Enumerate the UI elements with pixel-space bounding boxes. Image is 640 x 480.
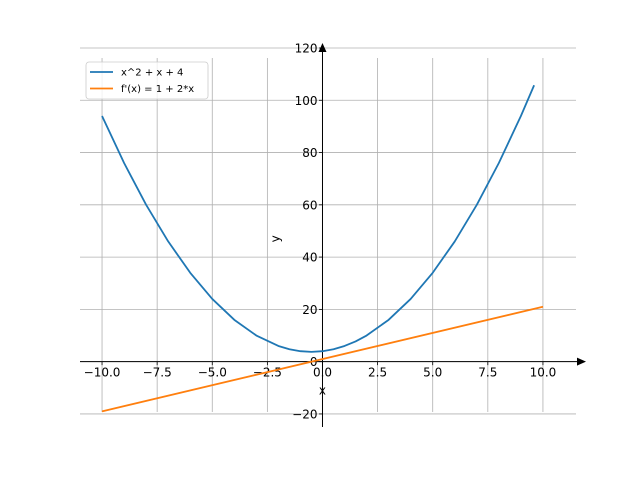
axes bbox=[80, 43, 586, 427]
tick-labels: −10.0 −7.5 −5.0 −2.5 0.0 2.5 5.0 7.5 10.0−200204… bbox=[84, 42, 557, 422]
y-tick-label: 20 bbox=[302, 303, 317, 317]
x-tick-label: 2.5 bbox=[368, 366, 387, 380]
y-tick-label: 60 bbox=[302, 198, 317, 212]
grid bbox=[80, 47, 576, 415]
y-tick-label: 100 bbox=[295, 94, 318, 108]
legend: x^2 + x + 4 f'(x) = 1 + 2*x bbox=[85, 61, 209, 100]
series-line-1 bbox=[101, 84, 535, 353]
y-axis-arrow bbox=[318, 43, 327, 52]
y-tick-label: 40 bbox=[302, 251, 317, 265]
x-tick-label: 0.0 bbox=[313, 366, 332, 380]
x-tick-label: −7.5 bbox=[143, 366, 172, 380]
y-tick-label: 0 bbox=[310, 355, 318, 369]
x-tick-label: 5.0 bbox=[423, 366, 442, 380]
y-tick-label: 80 bbox=[302, 146, 317, 160]
legend-box bbox=[85, 61, 209, 100]
y-axis-label: y bbox=[268, 235, 282, 242]
y-tick-label: −20 bbox=[292, 407, 317, 421]
series-line-2 bbox=[101, 305, 544, 413]
series bbox=[101, 84, 544, 413]
x-tick-label: −5.0 bbox=[198, 366, 227, 380]
x-tick-label: 10.0 bbox=[530, 366, 557, 380]
legend-label: x^2 + x + 4 bbox=[121, 68, 183, 79]
x-tick-label: −10.0 bbox=[84, 366, 121, 380]
x-axis-arrow bbox=[577, 357, 586, 366]
y-tick-label: 120 bbox=[295, 42, 318, 56]
legend-label: f'(x) = 1 + 2*x bbox=[121, 84, 194, 95]
x-tick-label: 7.5 bbox=[478, 366, 497, 380]
x-axis-label: x bbox=[319, 384, 326, 398]
